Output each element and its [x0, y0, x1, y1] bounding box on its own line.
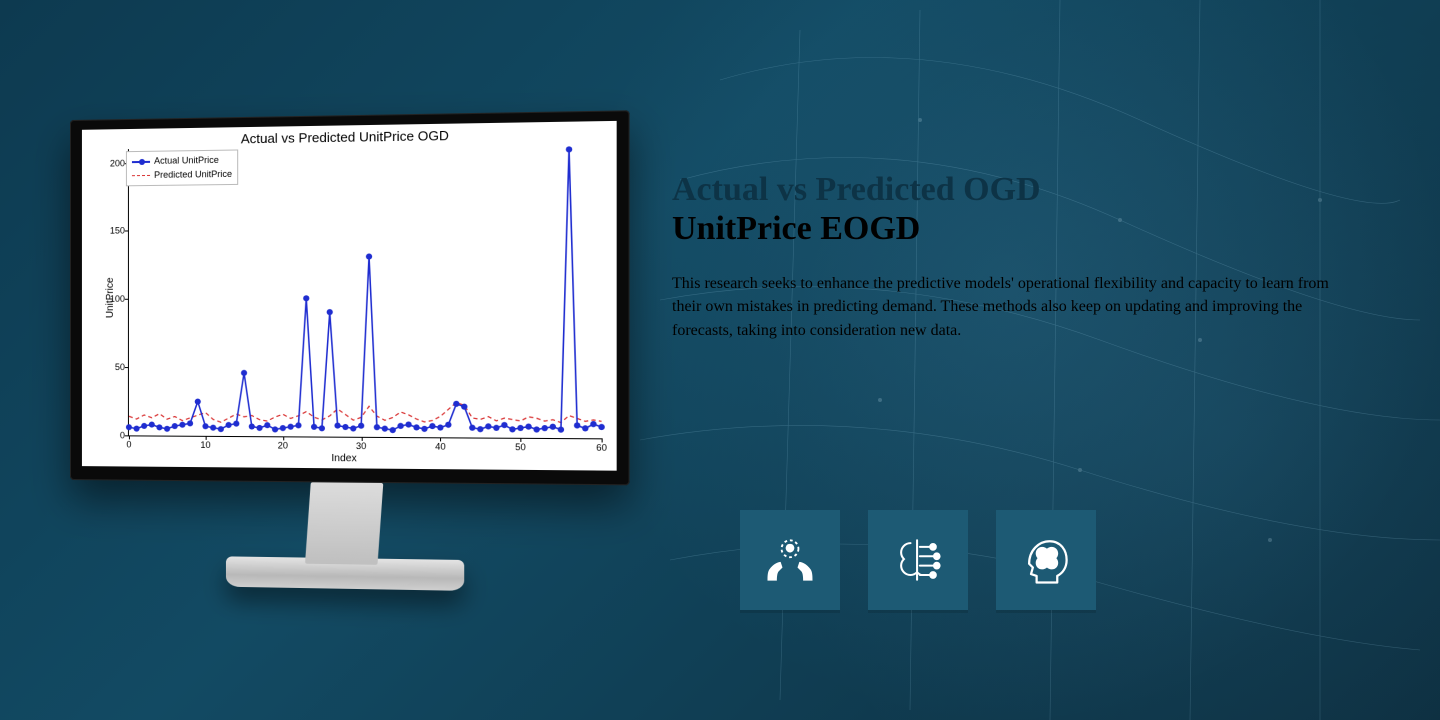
heading-line1: Actual vs Predicted OGD — [672, 170, 1372, 209]
hands-brain-icon — [760, 530, 820, 590]
ytick: 150 — [110, 226, 125, 236]
monitor-stand-neck — [305, 482, 383, 564]
icon-row — [740, 510, 1096, 610]
ytick: 100 — [110, 294, 125, 304]
text-block: Actual vs Predicted OGD UnitPrice EOGD T… — [672, 170, 1372, 342]
xtick: 30 — [356, 441, 366, 451]
legend-label-predicted: Predicted UnitPrice — [154, 167, 232, 182]
xtick: 40 — [435, 441, 446, 451]
icon-card-neural-chip — [868, 510, 968, 610]
xtick: 50 — [515, 442, 526, 452]
ytick: 200 — [110, 158, 125, 168]
head-brain-icon — [1016, 530, 1076, 590]
xtick: 20 — [278, 440, 288, 450]
chart-legend: Actual UnitPrice Predicted UnitPrice — [126, 149, 238, 186]
chart-plot-area: 0501001502000102030405060 — [128, 142, 602, 439]
background-wireframe — [620, 0, 1440, 720]
chart-xlabel: Index — [331, 453, 356, 464]
legend-swatch-predicted — [132, 175, 150, 176]
heading-line2: UnitPrice EOGD — [672, 209, 1372, 248]
legend-label-actual: Actual UnitPrice — [154, 154, 219, 169]
monitor-screen: Actual vs Predicted UnitPrice OGD UnitPr… — [82, 121, 617, 471]
legend-swatch-actual — [132, 161, 150, 163]
monitor-bezel: Actual vs Predicted UnitPrice OGD UnitPr… — [70, 110, 630, 485]
body-paragraph: This research seeks to enhance the predi… — [672, 272, 1352, 342]
legend-item-actual: Actual UnitPrice — [132, 154, 232, 169]
icon-card-hands-brain — [740, 510, 840, 610]
xtick: 60 — [596, 442, 607, 452]
legend-item-predicted: Predicted UnitPrice — [132, 167, 232, 182]
neural-chip-icon — [888, 530, 948, 590]
icon-card-head-brain — [996, 510, 1096, 610]
monitor: Actual vs Predicted UnitPrice OGD UnitPr… — [70, 110, 630, 593]
xtick: 0 — [126, 439, 131, 449]
xtick: 10 — [200, 440, 210, 450]
ytick: 50 — [115, 362, 125, 372]
